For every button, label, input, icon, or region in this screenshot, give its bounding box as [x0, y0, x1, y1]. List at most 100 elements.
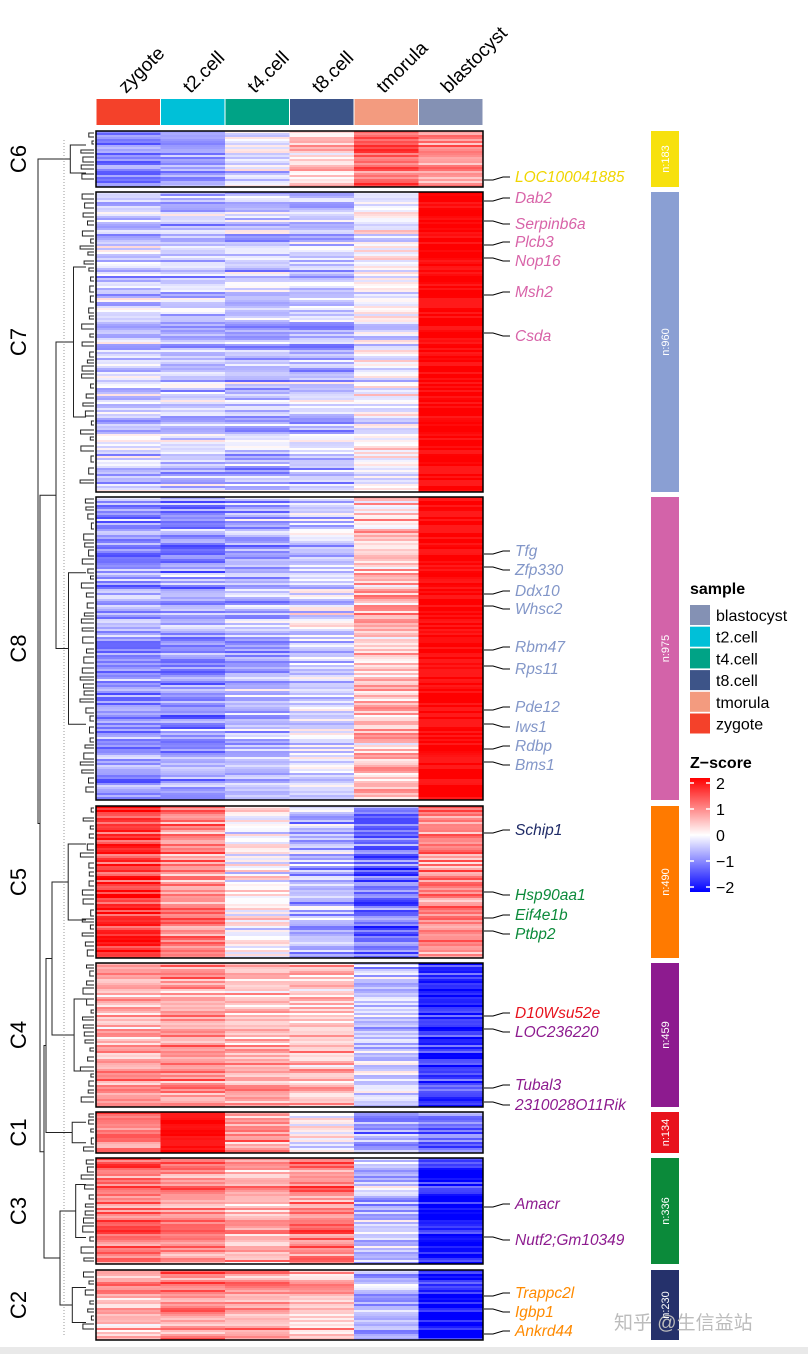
heatmap-cell — [418, 1077, 483, 1079]
heatmap-cell — [418, 236, 483, 238]
heatmap-cell — [96, 965, 161, 967]
heatmap-cell — [160, 1198, 225, 1200]
dendro-branch — [82, 156, 94, 163]
heatmap-cell — [289, 936, 354, 938]
heatmap-cell — [225, 944, 290, 946]
heatmap-cell — [354, 888, 419, 890]
column-annotation-bar — [96, 99, 483, 125]
heatmap-cell — [160, 306, 225, 308]
dendro-branch — [84, 202, 94, 209]
heatmap-cell — [289, 230, 354, 232]
heatmap-cell — [225, 330, 290, 332]
heatmap-cell — [418, 272, 483, 274]
heatmap-cell — [289, 946, 354, 948]
heatmap-cell — [354, 272, 419, 274]
heatmap-cell — [96, 523, 161, 525]
heatmap-cell — [354, 1118, 419, 1120]
heatmap-cell — [354, 635, 419, 637]
heatmap-cell — [354, 133, 419, 135]
heatmap-cell — [160, 210, 225, 212]
heatmap-cell — [225, 557, 290, 559]
heatmap-cell — [289, 898, 354, 900]
heatmap-cell — [96, 967, 161, 969]
heatmap-cell — [96, 956, 161, 958]
heatmap-cell — [354, 1188, 419, 1190]
heatmap-cell — [418, 1334, 483, 1336]
heatmap-cell — [289, 848, 354, 850]
heatmap-cell — [96, 995, 161, 997]
heatmap-cell — [225, 601, 290, 603]
heatmap-cell — [225, 549, 290, 551]
heatmap-cell — [418, 852, 483, 854]
heatmap-cell — [418, 322, 483, 324]
gene-label: Igbp1 — [515, 1304, 554, 1321]
heatmap-cell — [160, 1246, 225, 1248]
heatmap-cell — [225, 1218, 290, 1220]
heatmap-cell — [354, 1216, 419, 1218]
heatmap-cell — [96, 789, 161, 791]
heatmap-cell — [160, 446, 225, 448]
heatmap-cell — [418, 258, 483, 260]
heatmap-cell — [225, 854, 290, 856]
heatmap-cell — [96, 997, 161, 999]
heatmap-cell — [225, 749, 290, 751]
heatmap-cell — [160, 444, 225, 446]
heatmap-cell — [225, 1314, 290, 1316]
heatmap-cell — [96, 1188, 161, 1190]
heatmap-cell — [418, 400, 483, 402]
heatmap-cell — [96, 212, 161, 214]
heatmap-cell — [160, 587, 225, 589]
heatmap-cell — [96, 517, 161, 519]
heatmap-cell — [354, 284, 419, 286]
heatmap-cell — [160, 324, 225, 326]
heatmap-cell — [225, 1250, 290, 1252]
heatmap-cell — [160, 659, 225, 661]
heatmap-cell — [289, 635, 354, 637]
heatmap-cell — [225, 1043, 290, 1045]
heatmap-cell — [418, 1280, 483, 1282]
heatmap-cell — [289, 424, 354, 426]
heatmap-cell — [225, 1013, 290, 1015]
heatmap-cell — [289, 1065, 354, 1067]
heatmap-cell — [354, 167, 419, 169]
heatmap-cell — [354, 571, 419, 573]
heatmap-cell — [96, 290, 161, 292]
heatmap-cell — [96, 1194, 161, 1196]
heatmap-cell — [354, 920, 419, 922]
heatmap-cell — [225, 1270, 290, 1272]
heatmap-cell — [289, 719, 354, 721]
heatmap-cell — [96, 537, 161, 539]
heatmap-cell — [96, 1025, 161, 1027]
heatmap-cell — [289, 1174, 354, 1176]
heatmap-cell — [354, 1182, 419, 1184]
heatmap-cell — [289, 372, 354, 374]
heatmap-cell — [160, 695, 225, 697]
heatmap-cell — [289, 1288, 354, 1290]
heatmap-cell — [289, 286, 354, 288]
heatmap-cell — [160, 1047, 225, 1049]
heatmap-cell — [289, 880, 354, 882]
heatmap-cell — [160, 1304, 225, 1306]
heatmap-cell — [96, 238, 161, 240]
heatmap-cell — [96, 446, 161, 448]
heatmap-cell — [418, 440, 483, 442]
heatmap-cell — [354, 699, 419, 701]
heatmap-cell — [225, 507, 290, 509]
heatmap-cell — [354, 1063, 419, 1065]
heatmap-cell — [354, 866, 419, 868]
heatmap-cell — [96, 252, 161, 254]
heatmap-cell — [418, 761, 483, 763]
heatmap-cell — [354, 1033, 419, 1035]
heatmap-cell — [96, 314, 161, 316]
dendro-branch — [87, 1089, 94, 1094]
heatmap-cell — [289, 832, 354, 834]
heatmap-cell — [96, 155, 161, 157]
heatmap-cell — [225, 1063, 290, 1065]
heatmap-cell — [354, 204, 419, 206]
heatmap-cell — [96, 1174, 161, 1176]
heatmap-cell — [418, 1220, 483, 1222]
heatmap-cell — [160, 577, 225, 579]
heatmap-cell — [225, 1132, 290, 1134]
heatmap-cell — [354, 448, 419, 450]
dendro-branch — [81, 323, 94, 330]
